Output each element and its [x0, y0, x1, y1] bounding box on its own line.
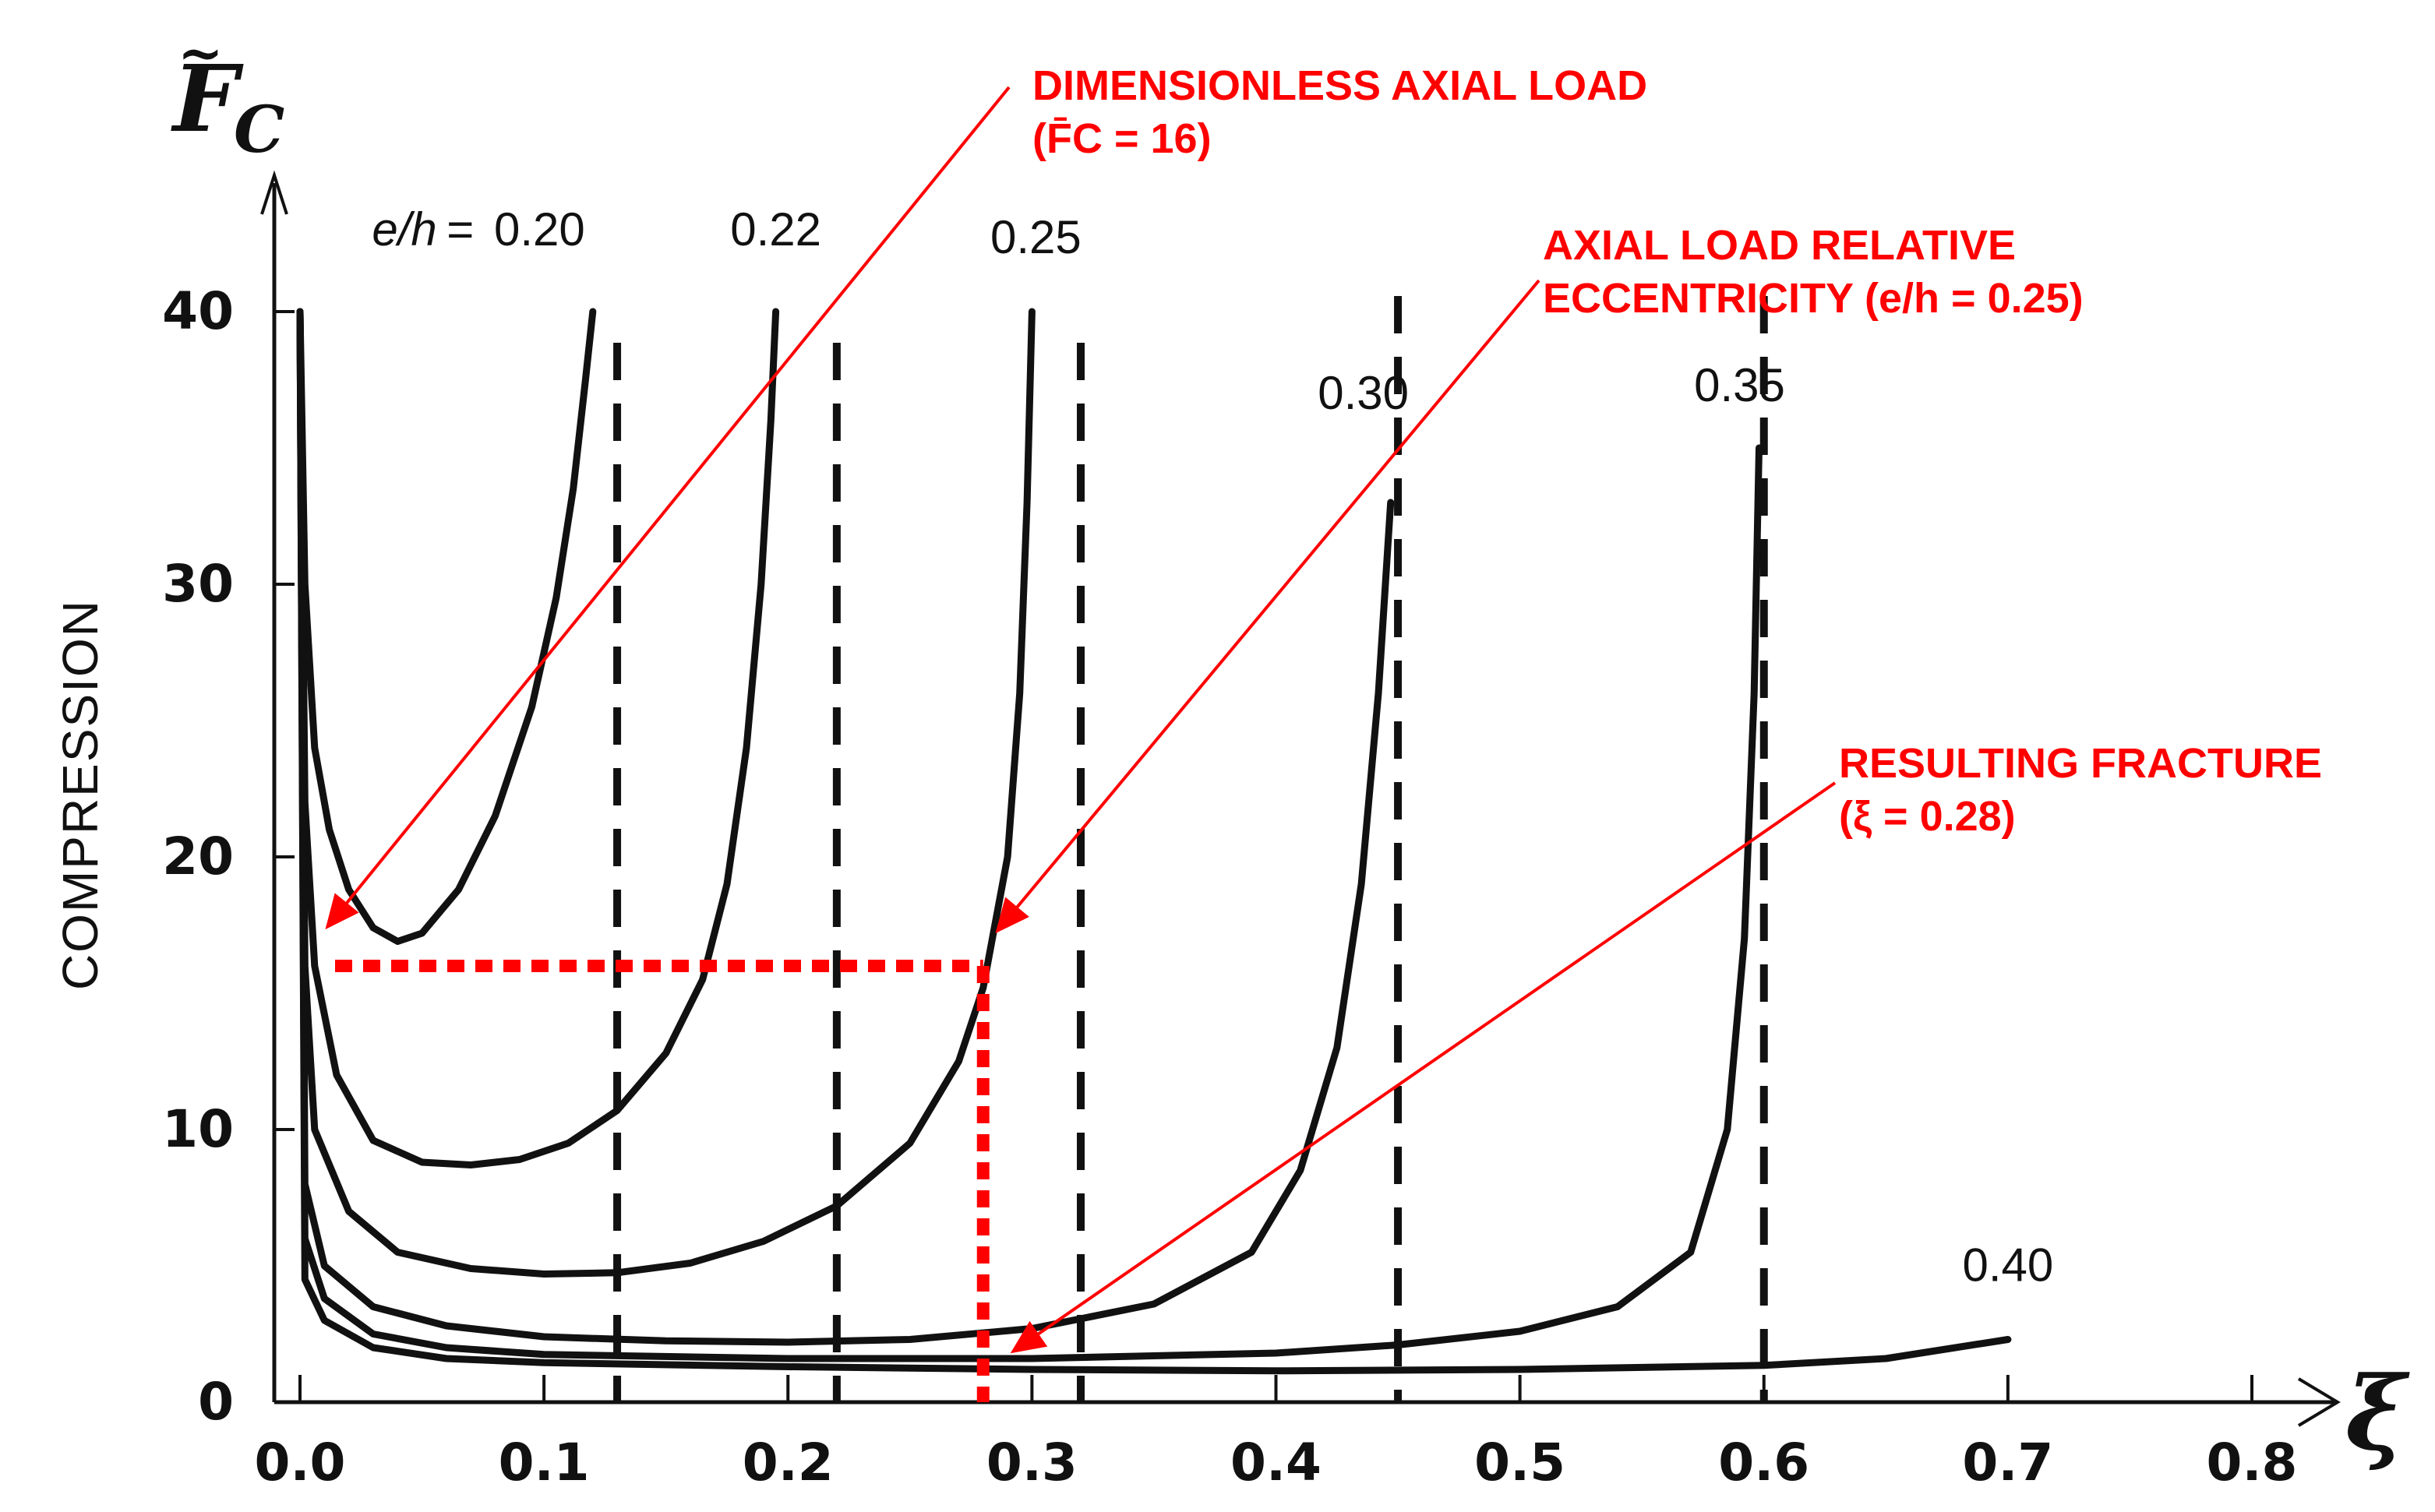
y-symbol-subscript: C: [234, 93, 284, 167]
series-line-0.30: [296, 308, 1395, 1346]
series-line-0.20: [296, 308, 597, 945]
x-tick-label: 0.0: [255, 1433, 346, 1493]
x-tick-label: 0.3: [986, 1433, 1078, 1493]
y-tick-label: 0: [198, 1372, 234, 1432]
x-tick-label: 0.6: [1718, 1433, 1809, 1493]
series-line-0.25: [296, 308, 1036, 1278]
x-tick-label: 0.7: [1962, 1433, 2053, 1493]
series-label-0.25: 0.25: [990, 211, 1082, 263]
series-line-0.35: [296, 308, 1763, 1362]
y-symbol-tilde: ~: [178, 20, 224, 85]
series-label-0.30: 0.30: [1318, 367, 1409, 419]
highlight-group: [335, 960, 990, 1402]
series-label-0.35: 0.35: [1694, 359, 1785, 411]
x-tick-label: 0.1: [499, 1433, 590, 1493]
x-tick-label: 0.4: [1230, 1433, 1322, 1493]
annotation-group: DIMENSIONLESS AXIAL LOAD (F̄C = 16) AXIAL …: [325, 62, 2322, 1354]
x-axis-arrowhead: [2297, 1377, 2341, 1427]
annotation-text: DIMENSIONLESS AXIAL LOAD: [1032, 62, 1647, 109]
y-tick-label: 20: [162, 826, 234, 886]
axes: [260, 170, 2341, 1427]
x-tick-label: 0.2: [743, 1433, 834, 1493]
x-tick-group: 0.0 0.1 0.2 0.3 0.4 0.5 0.6 0.7 0.8: [255, 1375, 2298, 1493]
y-tick-label: 30: [162, 554, 234, 614]
x-axis-symbol: ξ: [2345, 1354, 2410, 1473]
series-line-0.40: [296, 308, 2012, 1375]
series-label-0.20: 0.20: [494, 203, 585, 256]
y-axis-label: COMPRESSION: [52, 599, 108, 990]
annotation-text: (F̄C = 16): [1032, 115, 1212, 162]
y-tick-label: 10: [162, 1099, 234, 1159]
curve-group: 0.20 e/h = 0.22 0.25 0.30 0.35 0.40: [296, 203, 2053, 1375]
y-tick-label: 40: [162, 281, 234, 341]
x-tick-label: 0.8: [2207, 1433, 2298, 1493]
annotation-text: AXIAL LOAD RELATIVE: [1543, 222, 2016, 269]
annotation-text: RESULTING FRACTURE: [1839, 740, 2322, 787]
annotation-text: (ξ = 0.28): [1839, 793, 2016, 840]
annotation-arrow: [1010, 781, 1837, 1354]
series-label-0.22: 0.22: [730, 203, 821, 256]
annotation-arrow: [325, 86, 1011, 930]
asymptote-group: [613, 296, 1768, 1402]
series-line-0.22: [296, 308, 780, 1168]
series-prefix-equals: =: [446, 203, 474, 256]
annotation-arrow: [995, 279, 1540, 934]
annotation-text: ECCENTRICITY (e/h = 0.25): [1543, 275, 2084, 322]
y-symbol-main: F: [171, 44, 244, 153]
series-label-0.40: 0.40: [1962, 1239, 2053, 1292]
y-axis-symbol: ~ F C: [171, 20, 284, 167]
y-tick-group: 0 10 20 30 40: [162, 281, 295, 1432]
x-tick-label: 0.5: [1474, 1433, 1565, 1493]
series-prefix-label: e/h: [372, 203, 436, 256]
y-axis-arrowhead: [260, 170, 288, 215]
